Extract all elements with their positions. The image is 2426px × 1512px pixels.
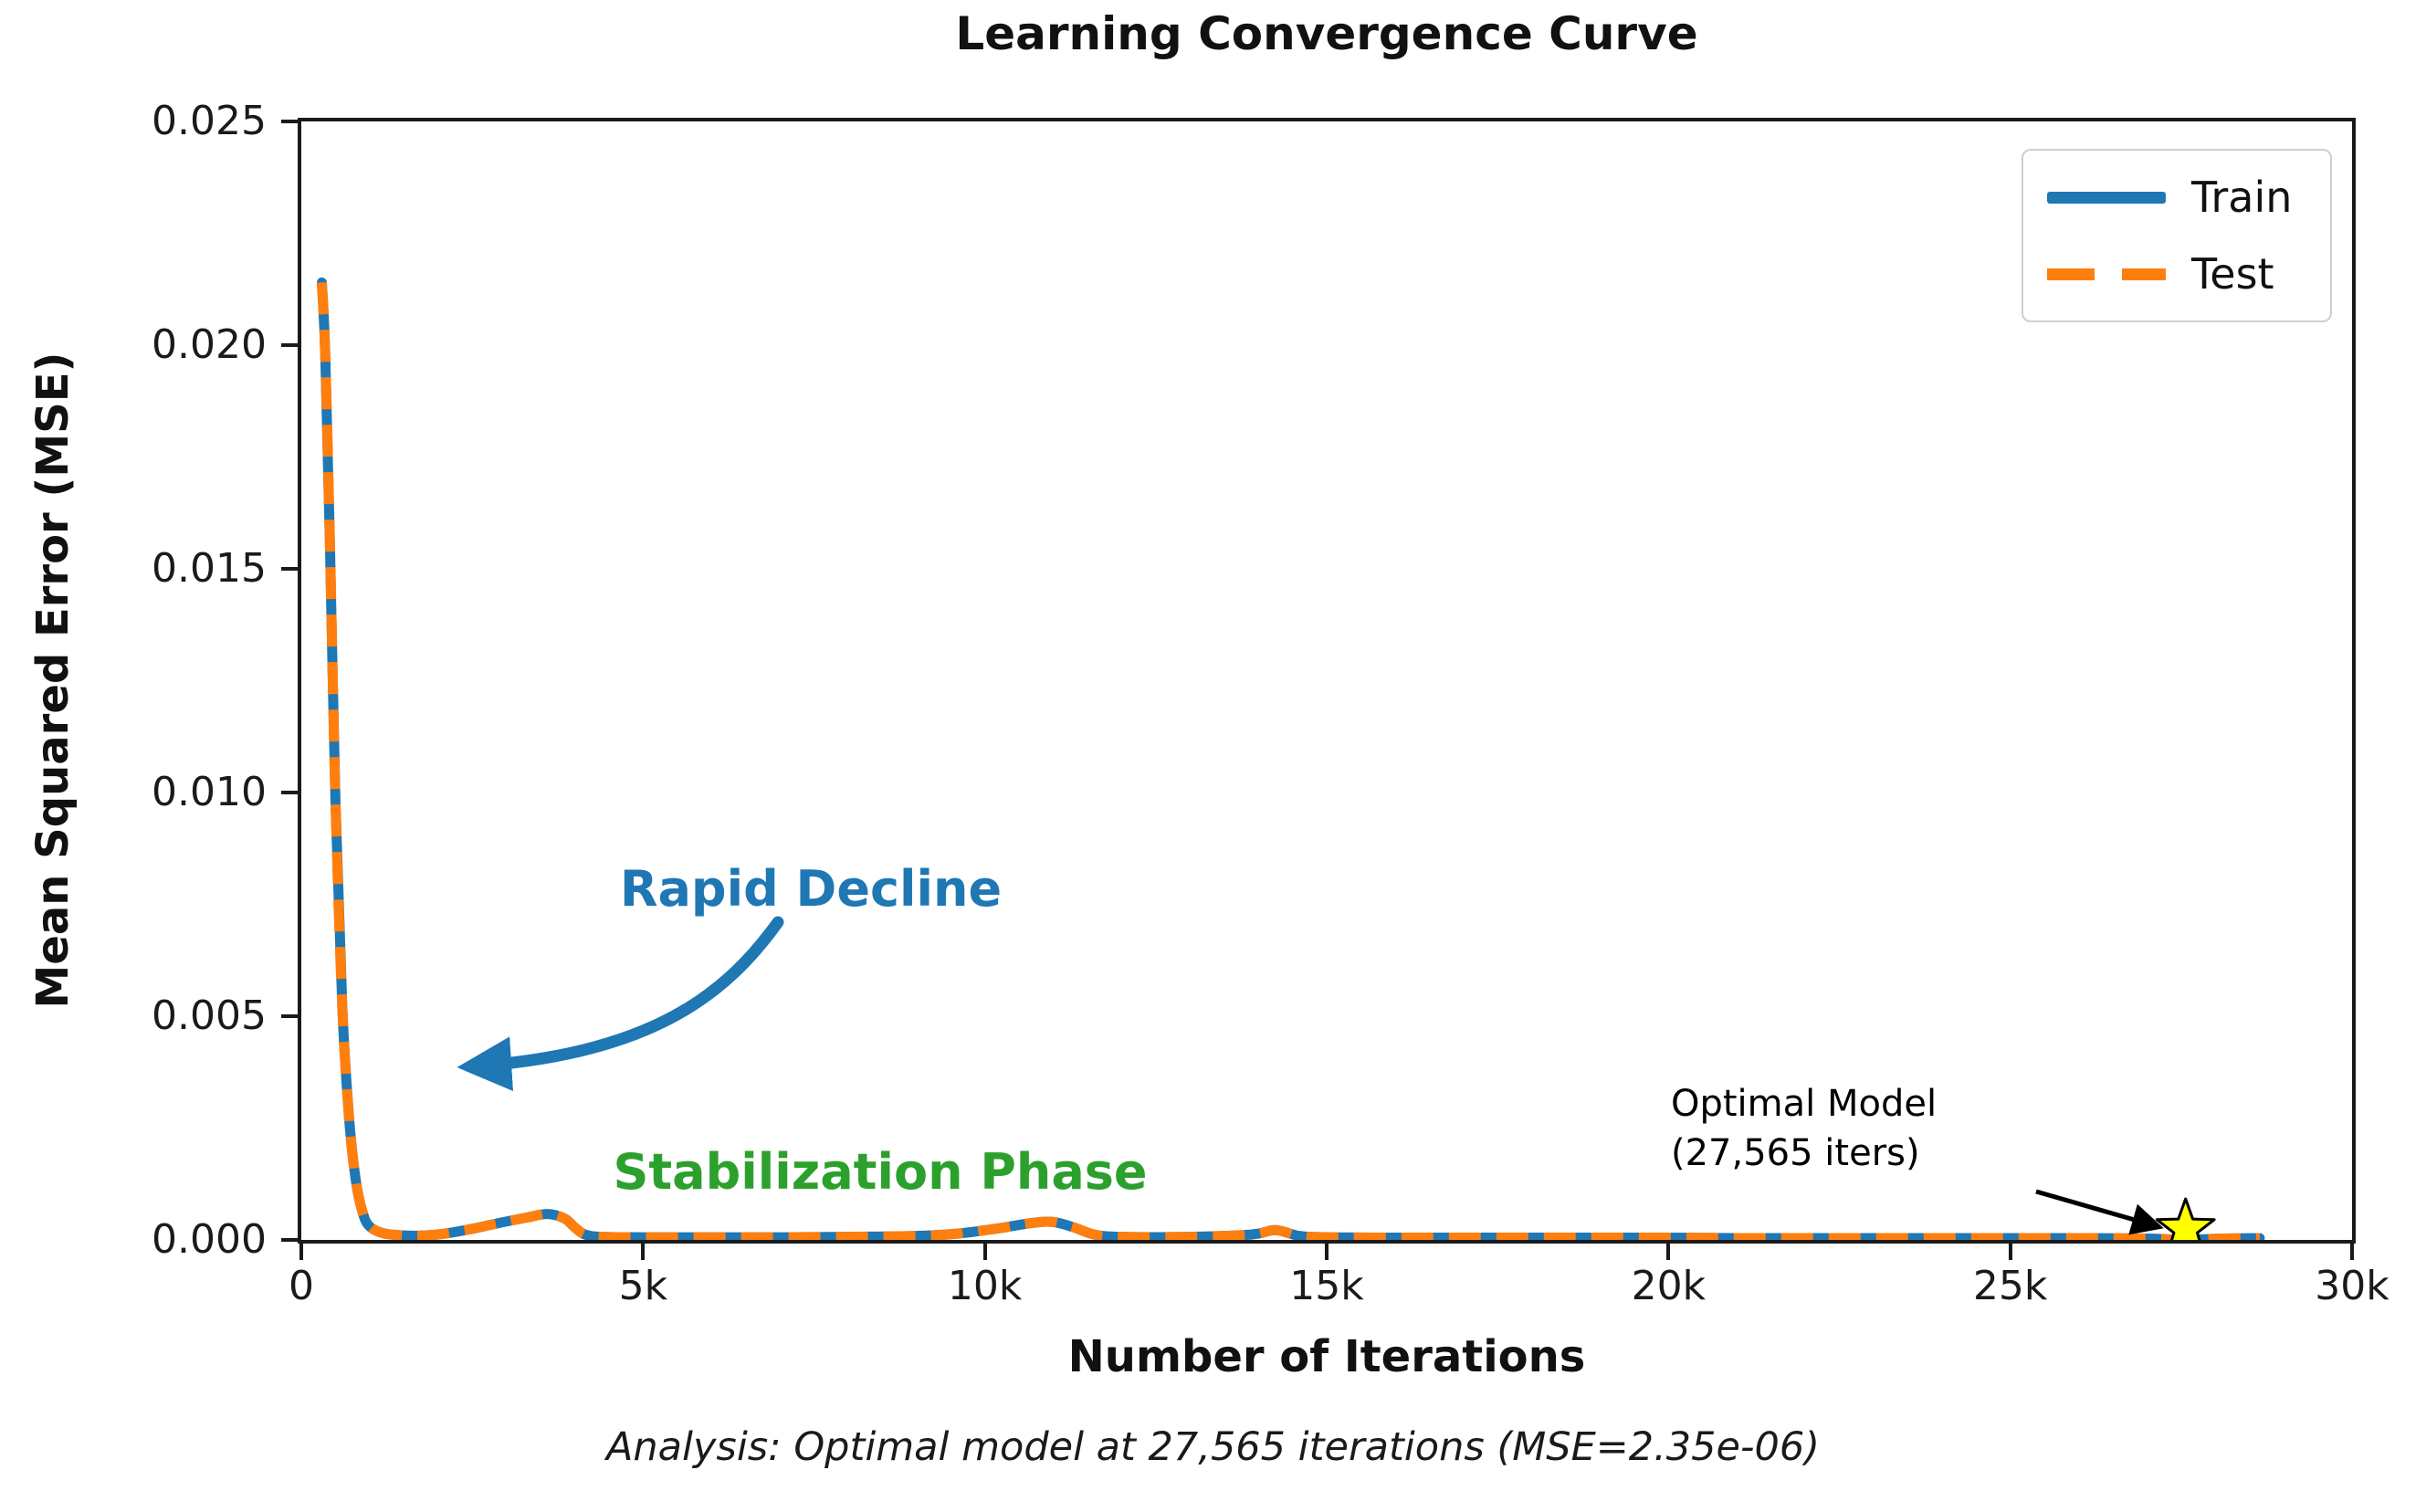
legend-label-test: Test — [2191, 249, 2274, 299]
x-tick-mark — [1325, 1244, 1329, 1260]
annotation-optimal-model: Optimal Model (27,565 iters) — [1671, 1083, 1938, 1174]
x-tick-label: 5k — [618, 1263, 668, 1309]
train-line-swatch-icon — [2047, 191, 2166, 204]
test-line-swatch-icon — [2047, 268, 2166, 280]
analysis-caption: Analysis: Optimal model at 27,565 iterat… — [606, 1424, 1820, 1470]
x-tick-mark — [641, 1244, 646, 1260]
x-tick-mark — [982, 1244, 987, 1260]
x-tick-mark — [299, 1244, 303, 1260]
x-tick-label: 25k — [1972, 1263, 2048, 1309]
y-tick-mark — [281, 343, 298, 347]
test-line-dashed — [317, 282, 2260, 1240]
x-tick-label: 20k — [1631, 1263, 1707, 1309]
y-tick-mark — [281, 1238, 298, 1242]
y-tick-label: 0.010 — [152, 769, 267, 815]
x-tick-mark — [2008, 1244, 2012, 1260]
x-tick-mark — [1666, 1244, 1671, 1260]
y-tick-mark — [281, 120, 298, 123]
x-tick-mark — [2350, 1244, 2354, 1260]
x-tick-label: 15k — [1289, 1263, 1364, 1309]
legend: Train Test — [2022, 149, 2332, 322]
y-tick-mark — [281, 791, 298, 794]
optimal-star-icon — [2155, 1197, 2216, 1240]
plot-area: Train Test — [298, 118, 2356, 1244]
y-tick-label: 0.025 — [152, 98, 267, 144]
y-tick-mark — [281, 1014, 298, 1018]
rapid-decline-arrow — [457, 916, 784, 1091]
x-tick-label: 10k — [947, 1263, 1023, 1309]
x-tick-label: 0 — [289, 1263, 314, 1309]
y-axis-label: Mean Squared Error (MSE) — [27, 352, 79, 1009]
plot-canvas — [317, 277, 2265, 1240]
optimal-model-arrow — [2035, 1189, 2164, 1235]
y-tick-label: 0.015 — [152, 545, 267, 592]
legend-item-test: Test — [2047, 249, 2306, 299]
y-tick-label: 0.020 — [152, 321, 267, 368]
train-line — [317, 277, 2265, 1240]
y-tick-label: 0.000 — [152, 1216, 267, 1263]
annotation-stabilization-phase: Stabilization Phase — [613, 1143, 1148, 1201]
chart-title: Learning Convergence Curve — [955, 7, 1698, 60]
annotation-rapid-decline: Rapid Decline — [619, 860, 1003, 918]
y-tick-mark — [281, 567, 298, 571]
legend-label-train: Train — [2191, 173, 2293, 222]
legend-item-train: Train — [2047, 173, 2306, 222]
x-axis-label: Number of Iterations — [1067, 1331, 1586, 1382]
y-tick-label: 0.005 — [152, 992, 267, 1039]
x-tick-label: 30k — [2315, 1263, 2389, 1309]
